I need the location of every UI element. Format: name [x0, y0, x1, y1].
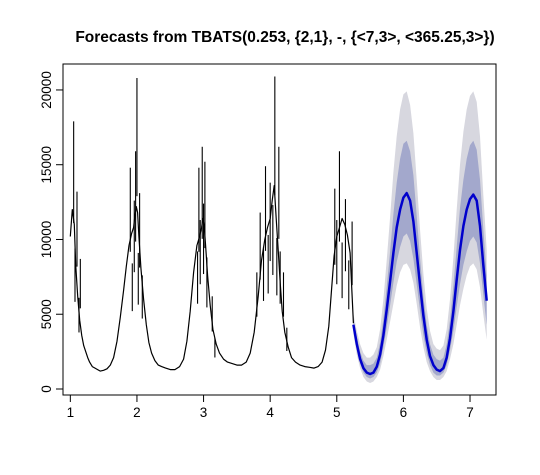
x-tick-label: 7: [466, 405, 474, 420]
chart-title: Forecasts from TBATS(0.253, {2,1}, -, {<…: [75, 29, 494, 46]
y-tick-label: 10000: [39, 221, 54, 259]
x-tick-label: 1: [67, 405, 75, 420]
y-tick-label: 15000: [39, 146, 54, 184]
x-tick-label: 6: [400, 405, 408, 420]
axes: 1 2 3 4 5 6 7 0 5000 10000 15000 20000: [39, 63, 497, 420]
y-tick-label: 20000: [39, 71, 54, 109]
x-tick-label: 5: [333, 405, 341, 420]
prediction-intervals: [353, 91, 487, 384]
plot-frame: [62, 63, 497, 396]
x-tick-label: 4: [266, 405, 274, 420]
series-lines: [69, 76, 488, 376]
y-tick-label: 5000: [39, 299, 54, 329]
y-tick-label: 0: [39, 385, 54, 393]
x-tick-label: 2: [133, 405, 141, 420]
forecast-line: [352, 191, 488, 376]
history-line: [69, 185, 354, 372]
x-tick-label: 3: [200, 405, 208, 420]
